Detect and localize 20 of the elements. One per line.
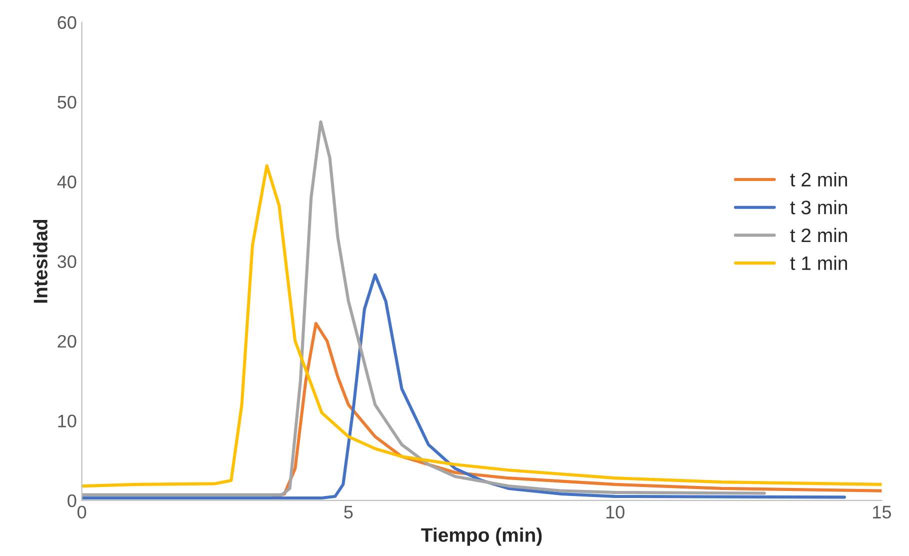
line-series <box>82 164 882 488</box>
x-tick-label: 10 <box>606 506 624 519</box>
x-tick-label: 5 <box>344 506 353 519</box>
y-tick-label: 60 <box>58 16 76 29</box>
legend-label: t 2 min <box>790 172 847 186</box>
y-tick-label: 50 <box>58 96 76 109</box>
legend-label: t 1 min <box>790 256 847 270</box>
legend-label: t 2 min <box>790 228 847 242</box>
y-tick-label: 0 <box>68 494 76 508</box>
y-axis-title: Intesidad <box>33 220 48 303</box>
x-tick-label: 15 <box>873 506 892 519</box>
x-axis-title: Tiempo (min) <box>421 528 542 546</box>
y-tick-label: 30 <box>58 255 76 268</box>
y-tick-label: 10 <box>58 414 76 428</box>
y-tick-label: 40 <box>57 176 76 188</box>
y-tick-label: 20 <box>58 334 76 348</box>
x-tick-label: 0 <box>77 506 86 519</box>
line-series <box>82 273 846 500</box>
line-series <box>82 120 766 496</box>
legend-label: t 3 min <box>790 200 847 214</box>
